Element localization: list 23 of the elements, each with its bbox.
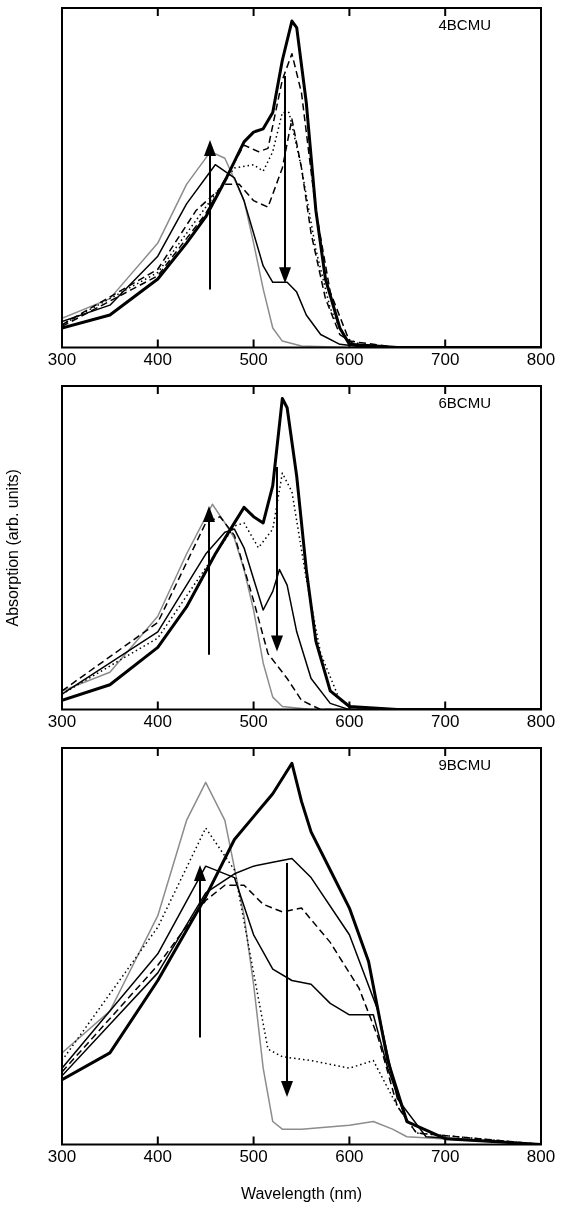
x-tick-label: 400 — [143, 1147, 172, 1167]
x-tick-label: 500 — [239, 1147, 268, 1167]
x-tick-label: 500 — [239, 350, 268, 370]
x-tick-label: 400 — [143, 712, 172, 732]
x-tick-label: 600 — [335, 712, 364, 732]
x-tick-label: 500 — [239, 712, 268, 732]
x-tick-label: 400 — [143, 350, 172, 370]
x-tick-label: 800 — [526, 712, 556, 732]
chart-title: 4BCMU — [438, 15, 491, 33]
x-tick-label: 700 — [431, 712, 460, 732]
x-tick-label: 800 — [526, 350, 556, 370]
x-tick-label: 300 — [47, 350, 77, 370]
x-tick-label: 300 — [47, 1147, 77, 1167]
x-tick-label: 800 — [526, 1147, 556, 1167]
x-tick-label: 700 — [431, 350, 460, 370]
chart-title: 9BCMU — [438, 755, 491, 773]
x-tick-label: 600 — [335, 350, 364, 370]
x-tick-label: 300 — [47, 712, 77, 732]
x-tick-label: 600 — [335, 1147, 364, 1167]
chart-title: 6BCMU — [438, 393, 491, 411]
x-tick-label: 700 — [431, 1147, 460, 1167]
y-axis-title: Absorption (arb. units) — [4, 469, 22, 627]
x-axis-title: Wavelength (nm) — [240, 1184, 363, 1202]
